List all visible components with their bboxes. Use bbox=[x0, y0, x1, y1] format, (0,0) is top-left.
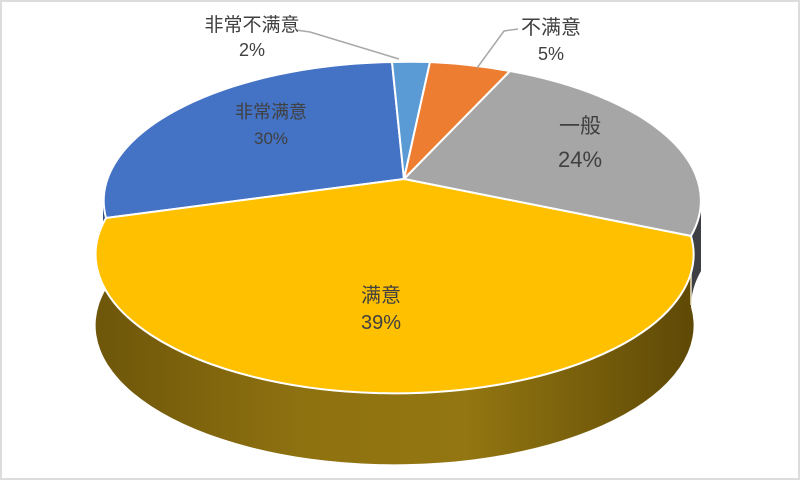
pie-top-surface bbox=[94, 60, 702, 395]
pie-slice-satisfied bbox=[94, 178, 695, 395]
pie-slice-neutral bbox=[403, 70, 702, 237]
leader-lines bbox=[295, 28, 519, 69]
pie-slice-very-satisfied bbox=[102, 61, 405, 219]
side-wall-satisfied bbox=[95, 218, 694, 465]
leader-line-dissatisfied bbox=[476, 28, 519, 69]
leader-line-very-dissatisfied bbox=[295, 29, 400, 60]
